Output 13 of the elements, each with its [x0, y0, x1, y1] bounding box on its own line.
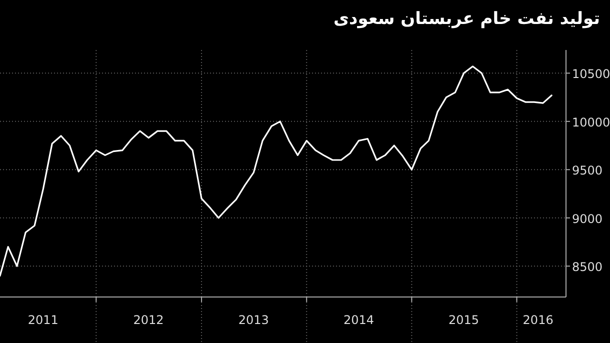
y-tick-label: 8500	[572, 260, 603, 274]
x-tick-label: 2014	[343, 313, 374, 327]
y-tick-label: 10500	[572, 67, 610, 82]
y-tick-label: 9500	[572, 164, 603, 178]
line-series	[0, 66, 552, 277]
x-tick-label: 2012	[133, 313, 164, 327]
x-tick-label: 2016	[522, 313, 554, 327]
x-tick-label: 2013	[238, 313, 269, 327]
x-tick-label: 2015	[448, 313, 480, 327]
x-tick-label: 2011	[28, 313, 58, 327]
chart-title: تولید نفت خام عربستان سعودی	[333, 9, 600, 29]
y-tick-label: 9000	[572, 212, 603, 226]
y-tick-label: 10000	[572, 115, 610, 130]
